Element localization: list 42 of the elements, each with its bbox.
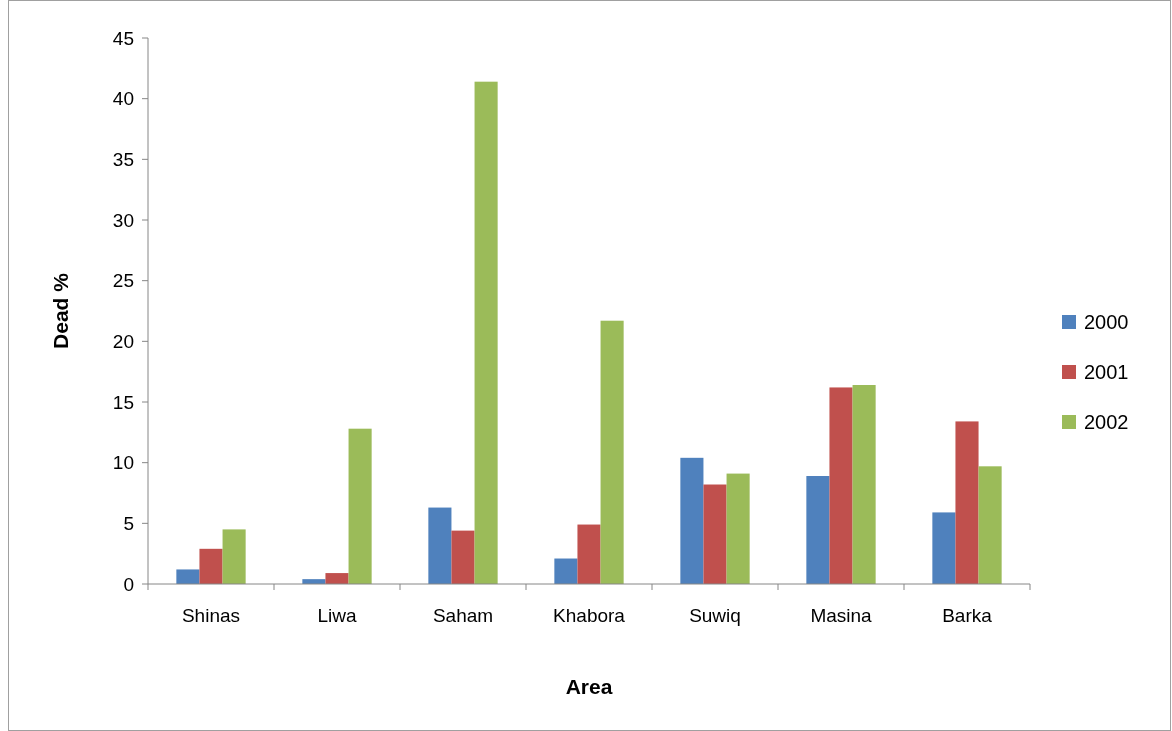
y-tick-label: 20 xyxy=(112,330,134,352)
bar xyxy=(199,548,223,584)
bar xyxy=(932,512,956,584)
bar xyxy=(577,524,601,584)
bar xyxy=(600,320,624,584)
y-tick-label: 0 xyxy=(123,573,134,595)
y-tick-label: 45 xyxy=(112,27,134,49)
y-tick-label: 10 xyxy=(112,452,134,474)
y-tick-label: 5 xyxy=(123,512,134,534)
y-tick-label: 30 xyxy=(112,209,134,231)
x-axis-title: Area xyxy=(565,675,613,698)
y-tick-label: 15 xyxy=(112,391,134,413)
y-tick-label: 25 xyxy=(112,270,134,292)
x-tick-label: Saham xyxy=(432,605,494,626)
bar xyxy=(703,484,727,584)
legend-label: 2002 xyxy=(1084,411,1129,433)
bar xyxy=(978,466,1002,584)
bar xyxy=(451,530,475,584)
bar xyxy=(726,473,750,584)
x-tick-label: Suwiq xyxy=(689,605,741,626)
x-tick-label: Liwa xyxy=(317,605,357,626)
bar xyxy=(325,573,349,584)
bar xyxy=(222,529,246,584)
bar xyxy=(428,507,452,584)
legend-label: 2001 xyxy=(1084,361,1129,383)
bar xyxy=(554,558,578,584)
y-tick-label: 40 xyxy=(112,88,134,110)
x-tick-label: Masina xyxy=(810,605,873,626)
x-tick-label: Shinas xyxy=(181,605,241,626)
x-tick-label: Khabora xyxy=(553,605,626,626)
x-tick-label: Barka xyxy=(942,605,993,626)
bar xyxy=(348,428,372,584)
bar xyxy=(680,457,704,584)
y-axis-title: Dead % xyxy=(49,272,72,349)
bar xyxy=(806,476,830,584)
bar xyxy=(474,81,498,584)
y-tick-label: 35 xyxy=(112,148,134,170)
legend-label: 2000 xyxy=(1084,311,1129,333)
bar xyxy=(852,385,876,584)
bar xyxy=(829,387,853,584)
bar xyxy=(955,421,979,584)
bar xyxy=(176,569,200,584)
